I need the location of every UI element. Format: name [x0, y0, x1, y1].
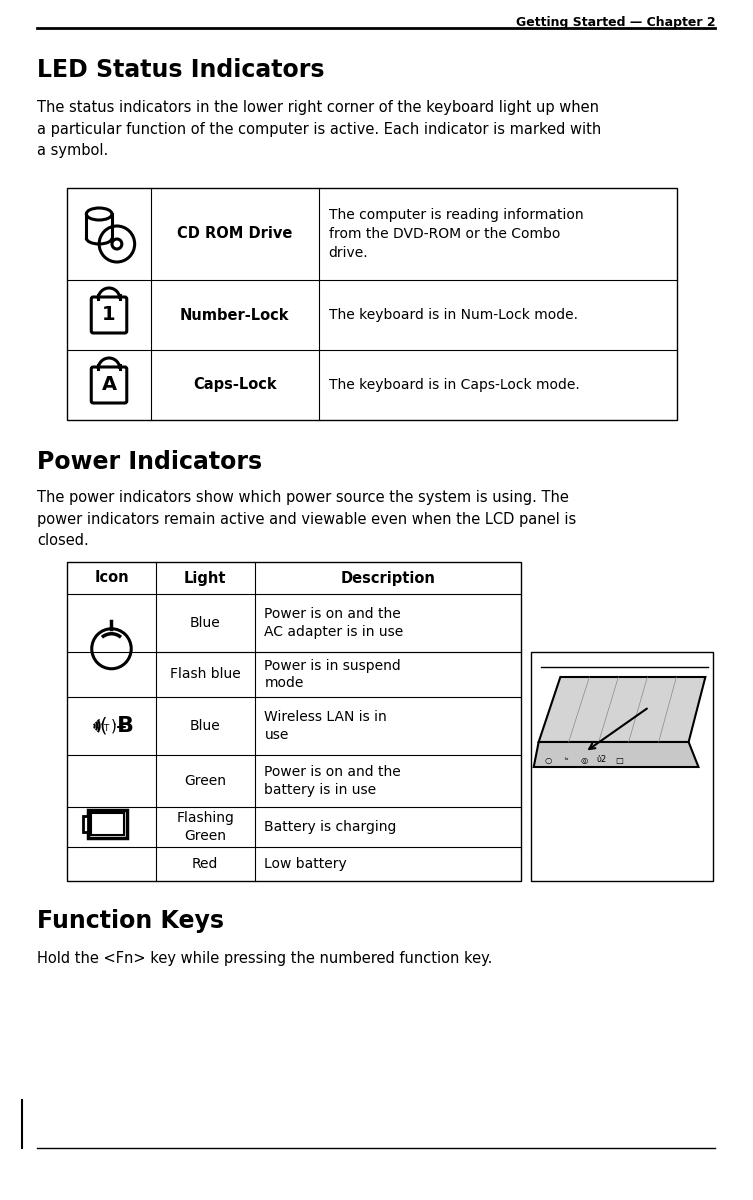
Bar: [67, 562, 521, 881]
Text: ὑ2: ὑ2: [596, 756, 607, 764]
Polygon shape: [538, 677, 706, 742]
Text: $(\cdot_{\mathsf{T}}\cdot)$: $(\cdot_{\mathsf{T}}\cdot)$: [95, 718, 124, 734]
Text: □: □: [616, 756, 623, 764]
Text: Power is on and the
AC adapter is in use: Power is on and the AC adapter is in use: [264, 607, 404, 638]
Text: Flash blue: Flash blue: [170, 667, 240, 682]
Text: (: (: [100, 716, 108, 736]
Text: The keyboard is in Num-Lock mode.: The keyboard is in Num-Lock mode.: [328, 308, 578, 322]
Text: Green: Green: [184, 774, 226, 788]
Text: ○: ○: [545, 756, 552, 764]
Text: The keyboard is in Caps-Lock mode.: The keyboard is in Caps-Lock mode.: [328, 378, 579, 392]
Text: Power is on and the
battery is in use: Power is on and the battery is in use: [264, 766, 401, 797]
Text: Battery is charging: Battery is charging: [264, 820, 397, 834]
Text: Ƀ: Ƀ: [117, 716, 134, 736]
Text: CD ROM Drive: CD ROM Drive: [177, 227, 292, 241]
FancyBboxPatch shape: [91, 367, 127, 403]
Bar: [88, 810, 127, 838]
Text: ᵇ: ᵇ: [565, 756, 568, 764]
Text: ◎: ◎: [581, 756, 587, 764]
Text: A: A: [102, 376, 117, 395]
Text: LED Status Indicators: LED Status Indicators: [38, 58, 325, 82]
Text: Blue: Blue: [190, 616, 221, 630]
Bar: [83, 816, 88, 832]
Text: Light: Light: [184, 570, 227, 586]
Text: Flashing
Green: Flashing Green: [176, 811, 234, 842]
Bar: [87, 214, 112, 239]
Text: Getting Started — Chapter 2: Getting Started — Chapter 2: [516, 16, 715, 29]
Text: Wireless LAN is in
use: Wireless LAN is in use: [264, 710, 387, 742]
Text: 1: 1: [102, 306, 116, 324]
Bar: [531, 652, 713, 881]
Text: Description: Description: [340, 570, 435, 586]
Text: Blue: Blue: [190, 719, 221, 733]
Text: Icon: Icon: [94, 570, 129, 586]
Text: Power is in suspend
mode: Power is in suspend mode: [264, 659, 401, 690]
Text: Low battery: Low battery: [264, 857, 347, 871]
Text: Number-Lock: Number-Lock: [180, 307, 290, 323]
Text: The power indicators show which power source the system is using. The
power indi: The power indicators show which power so…: [38, 490, 577, 548]
FancyBboxPatch shape: [91, 296, 127, 332]
Text: Hold the <Fn> key while pressing the numbered function key.: Hold the <Fn> key while pressing the num…: [38, 950, 493, 966]
Text: ): ): [111, 719, 117, 733]
Text: The computer is reading information
from the DVD-ROM or the Combo
drive.: The computer is reading information from…: [328, 208, 583, 260]
Bar: [91, 814, 124, 835]
Bar: [67, 188, 677, 420]
Text: Caps-Lock: Caps-Lock: [193, 378, 276, 392]
Text: The status indicators in the lower right corner of the keyboard light up when
a : The status indicators in the lower right…: [38, 100, 602, 158]
Text: Power Indicators: Power Indicators: [38, 450, 263, 474]
Polygon shape: [534, 742, 699, 767]
Text: Red: Red: [192, 857, 218, 871]
Text: Function Keys: Function Keys: [38, 910, 224, 934]
